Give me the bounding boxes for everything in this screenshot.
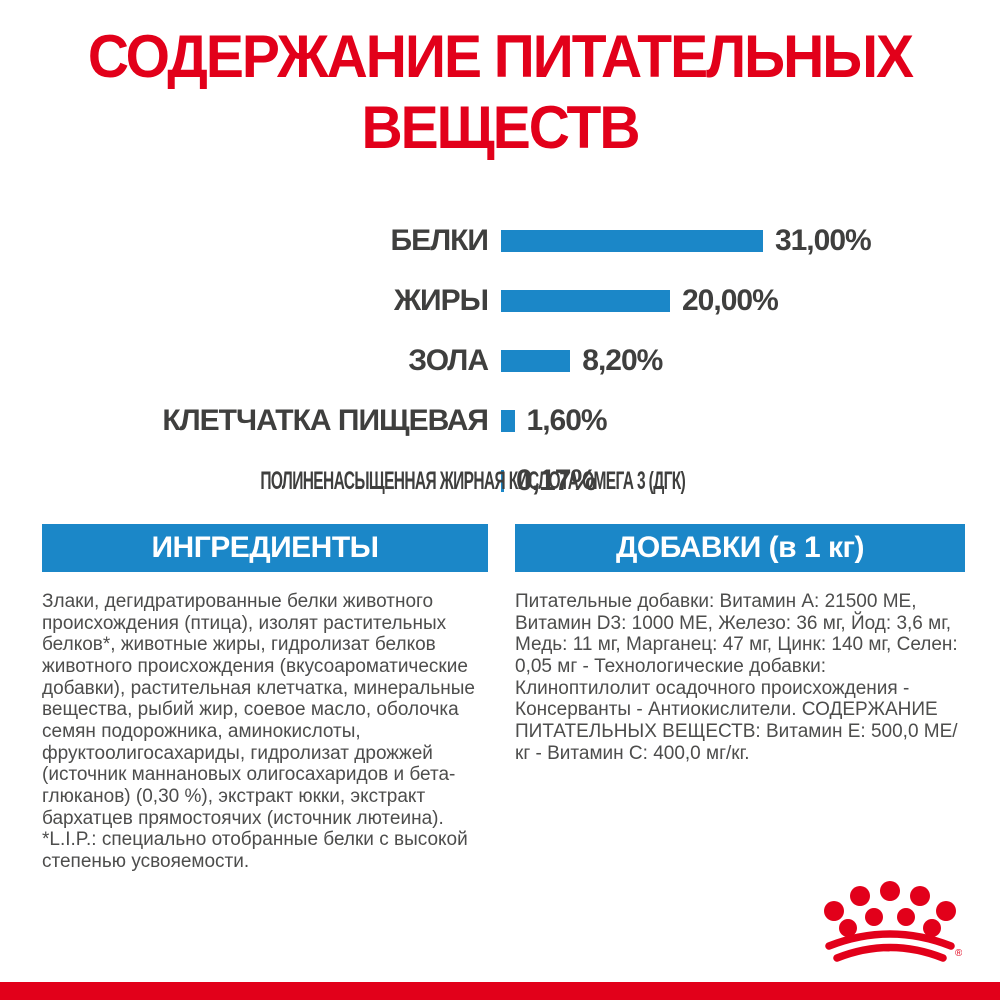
ingredients-text: Злаки, дегидратированные белки животного… xyxy=(42,591,475,872)
bottom-red-strip xyxy=(0,982,1000,1000)
royal-canin-crown-logo: ® xyxy=(824,881,962,962)
bar xyxy=(501,350,571,372)
bar-value: 1,60% xyxy=(526,404,608,437)
page-title: СОДЕРЖАНИЕ ПИТАТЕЛЬНЫХ ВЕЩЕСТВ xyxy=(87,23,914,163)
additives-header: ДОБАВКИ (в 1 кг) xyxy=(515,524,965,572)
bar-value: 31,00% xyxy=(774,224,872,257)
ingredients-header-label: ИНГРЕДИЕНТЫ xyxy=(151,531,379,564)
bar xyxy=(501,290,670,312)
nutrient-bar-chart: БЕЛКИ 31,00% ЖИРЫ 20,00% ЗОЛА 8,20% КЛЕТЧАТКА … xyxy=(0,211,1000,511)
chart-row: ЗОЛА 8,20% xyxy=(0,331,1000,391)
chart-row: ЖИРЫ 20,00% xyxy=(0,271,1000,331)
bar xyxy=(501,470,504,492)
crown-arcs xyxy=(825,930,955,962)
bar xyxy=(501,230,763,252)
additives-text: Питательные добавки: Витамин A: 21500 ME… xyxy=(515,591,958,764)
ingredients-header: ИНГРЕДИЕНТЫ xyxy=(42,524,488,572)
additives-section: ДОБАВКИ (в 1 кг) Питательные добавки: Ви… xyxy=(515,524,965,764)
additives-header-label: ДОБАВКИ (в 1 кг) xyxy=(616,531,864,564)
bar-label: БЕЛКИ xyxy=(390,224,489,257)
bar-label: ЖИРЫ xyxy=(393,284,489,317)
bar-value: 20,00% xyxy=(682,284,779,317)
chart-row: КЛЕТЧАТКА ПИЩЕВАЯ 1,60% xyxy=(0,391,1000,451)
chart-row: БЕЛКИ 31,00% xyxy=(0,211,1000,271)
ingredients-section: ИНГРЕДИЕНТЫ Злаки, дегидратированные бел… xyxy=(42,524,488,873)
bar-label: ПОЛИНЕНАСЫЩЕННАЯ ЖИРНАЯ КИСЛОТА ОМЕГА 3 … xyxy=(260,466,686,495)
registered-mark: ® xyxy=(955,948,962,959)
crown-dots xyxy=(824,881,956,937)
chart-row: ПОЛИНЕНАСЫЩЕННАЯ ЖИРНАЯ КИСЛОТА ОМЕГА 3 … xyxy=(0,451,1000,511)
bar-value: 8,20% xyxy=(582,344,663,377)
bar-value: 0,17% xyxy=(516,464,597,497)
bar xyxy=(501,410,515,432)
bar-label: ЗОЛА xyxy=(408,344,489,377)
bar-label: КЛЕТЧАТКА ПИЩЕВАЯ xyxy=(162,404,489,437)
